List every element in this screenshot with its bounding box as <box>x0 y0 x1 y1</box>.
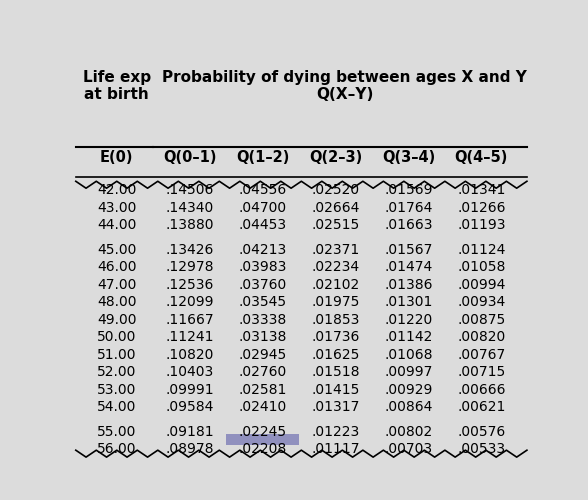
Text: .00767: .00767 <box>457 348 506 362</box>
Text: .02234: .02234 <box>312 260 360 274</box>
Text: .04556: .04556 <box>239 183 287 197</box>
Text: .09991: .09991 <box>165 383 214 397</box>
Text: .00703: .00703 <box>385 442 433 456</box>
Text: .11667: .11667 <box>165 313 214 327</box>
Text: 49.00: 49.00 <box>97 313 136 327</box>
Text: 48.00: 48.00 <box>97 295 136 309</box>
Text: .14506: .14506 <box>165 183 214 197</box>
Text: 52.00: 52.00 <box>97 366 136 380</box>
Text: .02515: .02515 <box>312 218 360 232</box>
Text: 51.00: 51.00 <box>97 348 136 362</box>
Text: .09584: .09584 <box>165 400 214 414</box>
Text: .01569: .01569 <box>384 183 433 197</box>
Text: .02102: .02102 <box>312 278 360 291</box>
Text: .00997: .00997 <box>384 366 433 380</box>
Text: .02520: .02520 <box>312 183 360 197</box>
Text: .01518: .01518 <box>311 366 360 380</box>
Text: .00621: .00621 <box>457 400 506 414</box>
Text: .03545: .03545 <box>239 295 287 309</box>
Text: .01663: .01663 <box>384 218 433 232</box>
Text: .00994: .00994 <box>457 278 506 291</box>
Text: .01068: .01068 <box>384 348 433 362</box>
Text: .12536: .12536 <box>165 278 214 291</box>
Text: .02760: .02760 <box>239 366 287 380</box>
Text: .02371: .02371 <box>312 242 360 256</box>
Text: 43.00: 43.00 <box>97 200 136 214</box>
Text: .14340: .14340 <box>166 200 214 214</box>
Text: .03760: .03760 <box>239 278 287 291</box>
Text: .01124: .01124 <box>457 242 506 256</box>
Text: 44.00: 44.00 <box>97 218 136 232</box>
Text: .02208: .02208 <box>239 442 287 456</box>
Text: .10820: .10820 <box>165 348 214 362</box>
Text: .00802: .00802 <box>385 425 433 439</box>
Text: .00875: .00875 <box>457 313 506 327</box>
Text: 55.00: 55.00 <box>97 425 136 439</box>
Text: .12978: .12978 <box>165 260 214 274</box>
Bar <box>226 434 299 468</box>
Text: .03338: .03338 <box>239 313 287 327</box>
Text: .04213: .04213 <box>239 242 287 256</box>
Text: .01474: .01474 <box>385 260 433 274</box>
Text: .01301: .01301 <box>384 295 433 309</box>
Text: Q(1–2): Q(1–2) <box>236 150 289 164</box>
Text: .10403: .10403 <box>166 366 214 380</box>
Text: Q(0–1): Q(0–1) <box>163 150 216 164</box>
Text: Q(2–3): Q(2–3) <box>309 150 362 164</box>
Text: .03138: .03138 <box>238 330 287 344</box>
Text: Q(3–4): Q(3–4) <box>382 150 435 164</box>
Text: .02945: .02945 <box>239 348 287 362</box>
Text: .01386: .01386 <box>384 278 433 291</box>
Text: .01764: .01764 <box>384 200 433 214</box>
Text: .01117: .01117 <box>311 442 360 456</box>
Text: .00576: .00576 <box>457 425 506 439</box>
Text: .01317: .01317 <box>311 400 360 414</box>
Text: 42.00: 42.00 <box>97 183 136 197</box>
Text: .01975: .01975 <box>311 295 360 309</box>
Text: .04453: .04453 <box>239 218 287 232</box>
Text: 50.00: 50.00 <box>97 330 136 344</box>
Text: .00820: .00820 <box>457 330 506 344</box>
Text: .02245: .02245 <box>239 425 287 439</box>
Text: .01058: .01058 <box>457 260 506 274</box>
Text: .00533: .00533 <box>457 442 506 456</box>
Text: Q(4–5): Q(4–5) <box>455 150 508 164</box>
Text: .11241: .11241 <box>165 330 214 344</box>
Text: .01625: .01625 <box>311 348 360 362</box>
Text: .01736: .01736 <box>311 330 360 344</box>
Text: .00934: .00934 <box>457 295 506 309</box>
Text: .01142: .01142 <box>384 330 433 344</box>
Text: .01567: .01567 <box>384 242 433 256</box>
Text: .00715: .00715 <box>457 366 506 380</box>
Text: .01193: .01193 <box>457 218 506 232</box>
Text: .03983: .03983 <box>238 260 287 274</box>
Text: Life exp
at birth: Life exp at birth <box>83 70 151 102</box>
Text: Probability of dying between ages X and Y
Q(X–Y): Probability of dying between ages X and … <box>162 70 527 102</box>
Text: .02664: .02664 <box>311 200 360 214</box>
Text: 47.00: 47.00 <box>97 278 136 291</box>
Text: .02410: .02410 <box>239 400 287 414</box>
Text: 54.00: 54.00 <box>97 400 136 414</box>
Text: .00929: .00929 <box>384 383 433 397</box>
Text: 56.00: 56.00 <box>97 442 136 456</box>
Text: .12099: .12099 <box>165 295 214 309</box>
Text: .02581: .02581 <box>238 383 287 397</box>
Text: .01415: .01415 <box>311 383 360 397</box>
Text: .13880: .13880 <box>165 218 214 232</box>
Text: .00864: .00864 <box>384 400 433 414</box>
Text: .09181: .09181 <box>165 425 214 439</box>
Text: .01341: .01341 <box>457 183 506 197</box>
Text: 46.00: 46.00 <box>97 260 136 274</box>
Text: .01223: .01223 <box>312 425 360 439</box>
Text: .01266: .01266 <box>457 200 506 214</box>
Text: E(0): E(0) <box>100 150 133 164</box>
Text: 53.00: 53.00 <box>97 383 136 397</box>
Text: .00666: .00666 <box>457 383 506 397</box>
Text: .01220: .01220 <box>385 313 433 327</box>
Text: .01853: .01853 <box>311 313 360 327</box>
Text: .04700: .04700 <box>239 200 287 214</box>
Text: .08978: .08978 <box>165 442 214 456</box>
Text: 45.00: 45.00 <box>97 242 136 256</box>
Text: .13426: .13426 <box>165 242 214 256</box>
